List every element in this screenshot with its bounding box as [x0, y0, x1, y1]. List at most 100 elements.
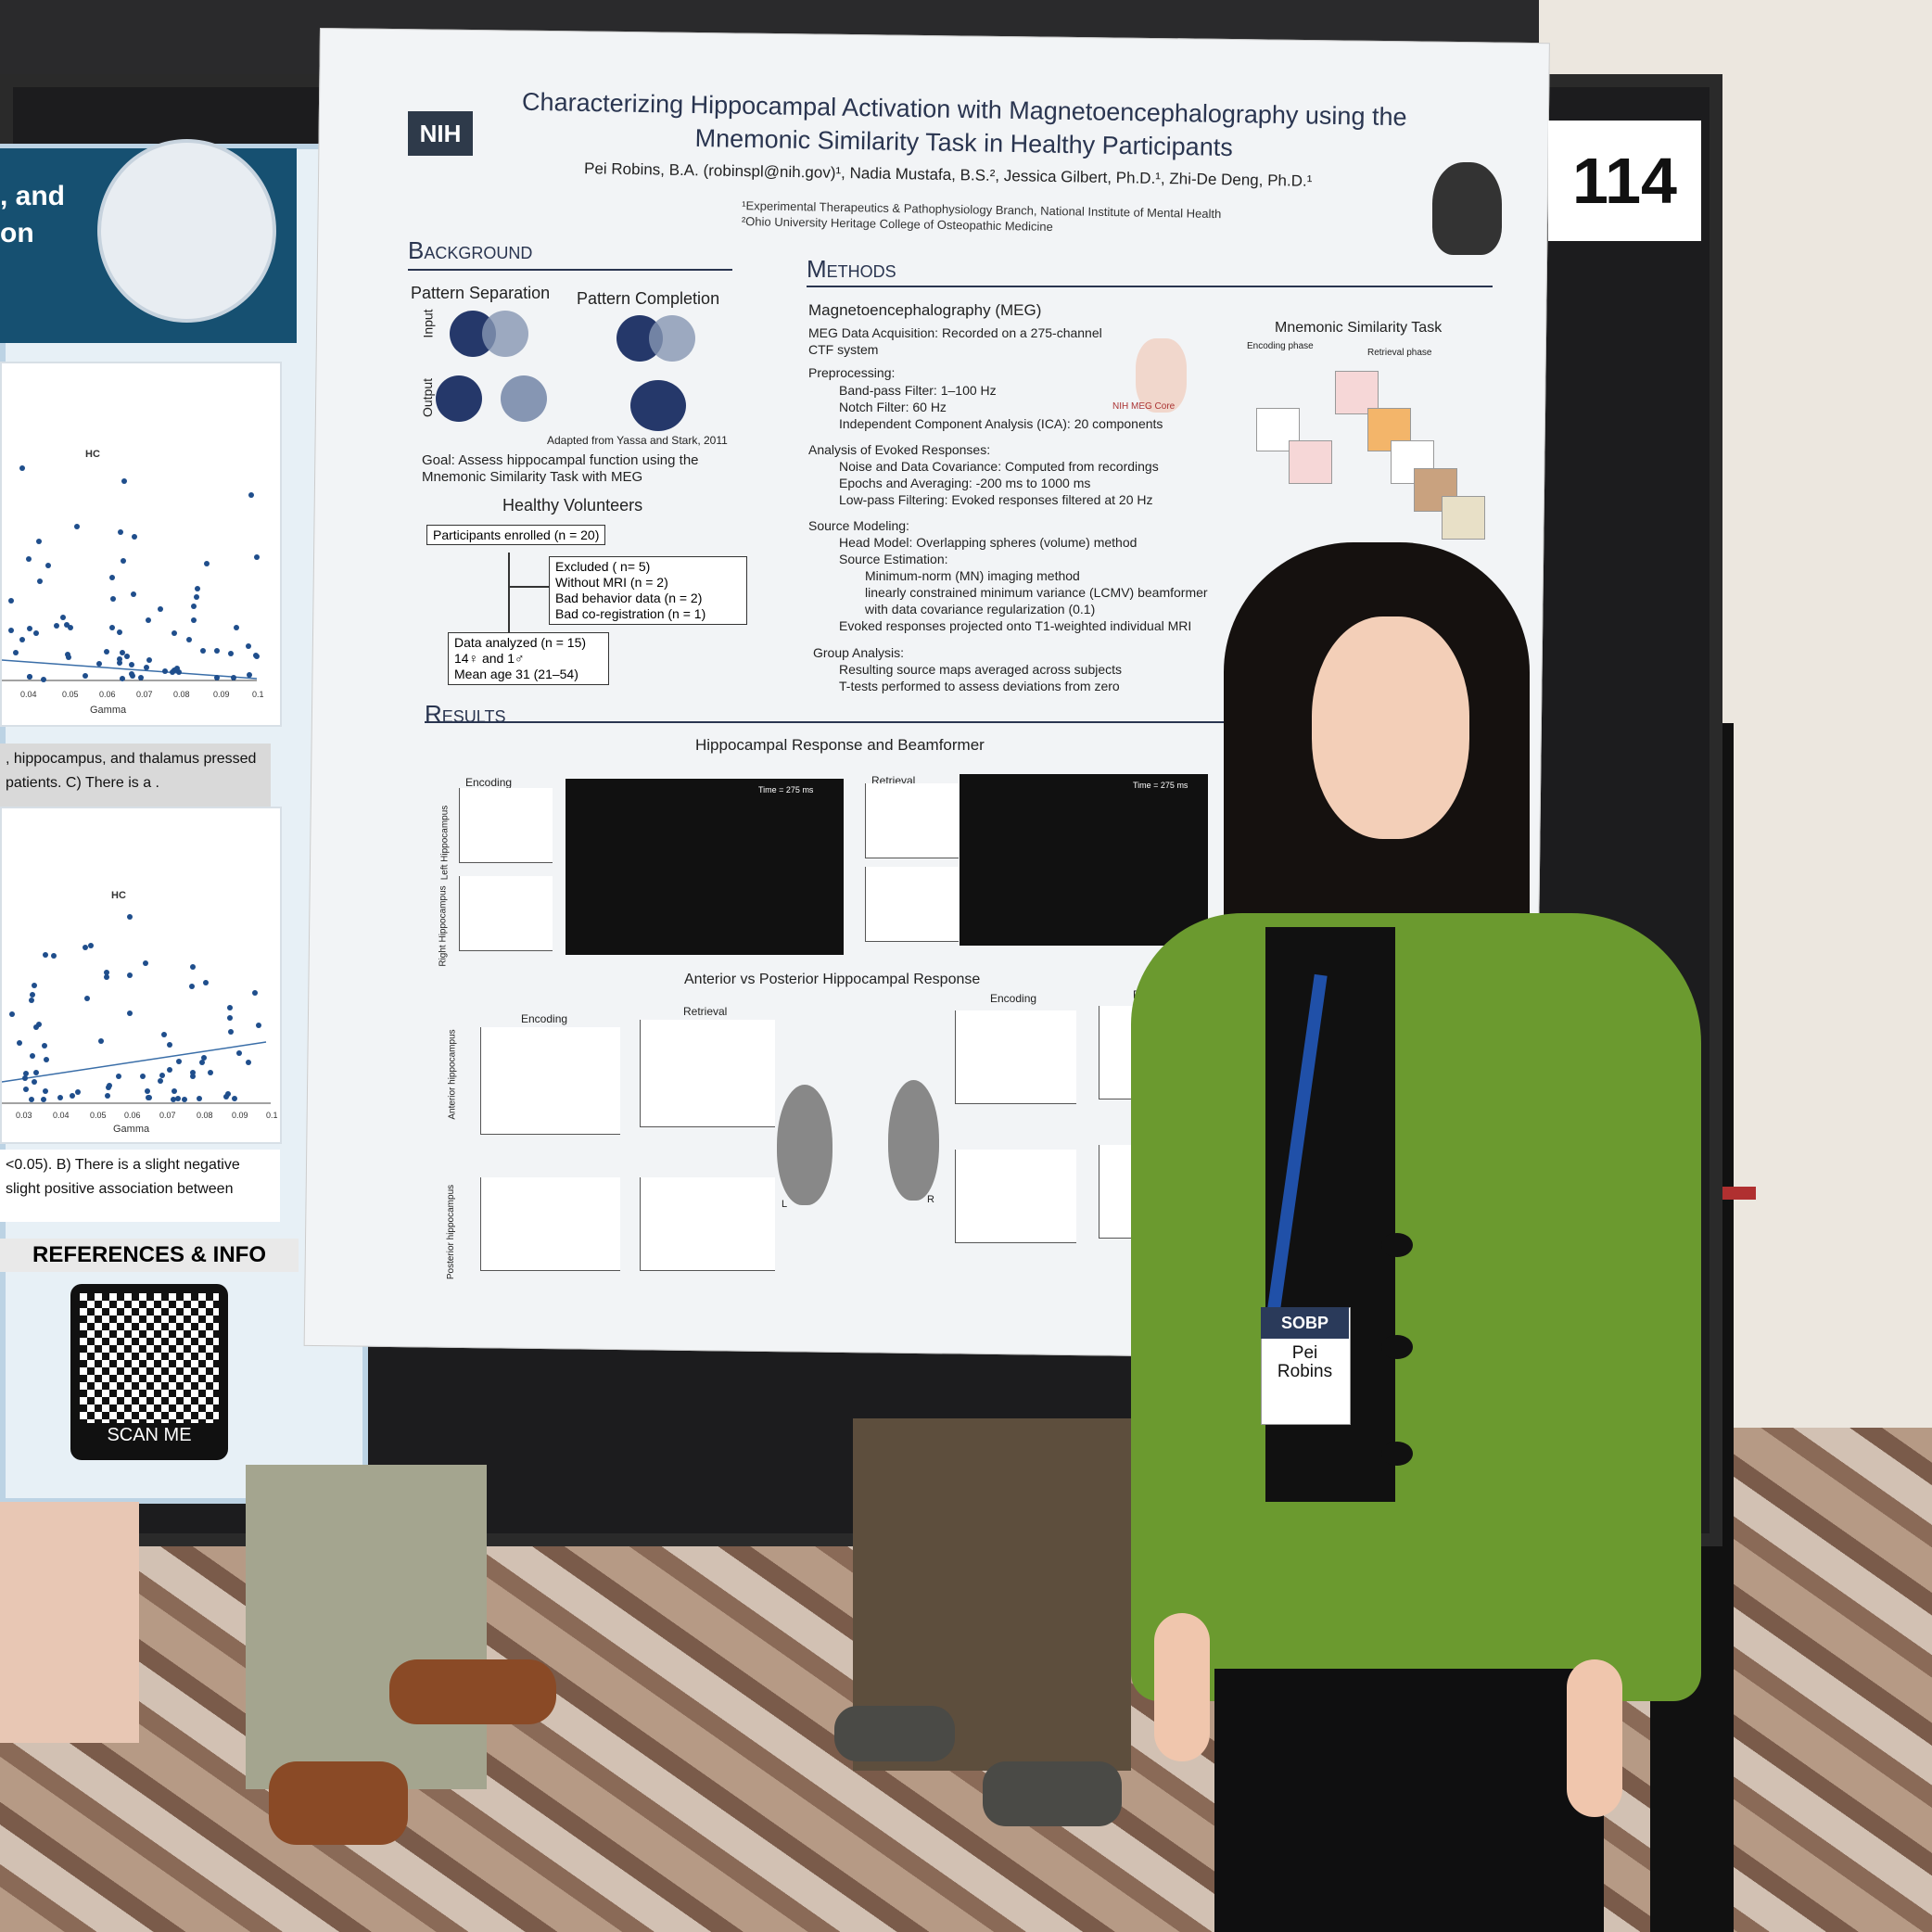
scatter-point	[200, 1055, 207, 1061]
scatter-point	[203, 979, 210, 985]
group-heading: Group Analysis:	[813, 645, 905, 660]
encoding-left-hc-plot	[459, 788, 553, 863]
encoding-time-label: Time = 275 ms	[758, 785, 814, 794]
anterior-axis-label: Anterior hippocampus	[447, 1029, 458, 1120]
source-list: Head Model: Overlapping spheres (volume)…	[839, 535, 1208, 633]
left-poster-title: , and on	[0, 181, 66, 248]
methods-rule	[807, 286, 1493, 287]
gray-shoe	[983, 1761, 1122, 1826]
scatter-point	[236, 1050, 243, 1057]
hhs-seal-logo	[97, 139, 276, 323]
scatter-point	[138, 675, 145, 681]
pattern-completion-label: Pattern Completion	[577, 289, 720, 308]
scatter-point	[182, 1097, 188, 1103]
scatter-point	[143, 960, 149, 966]
meg-core-logo-icon	[1136, 338, 1187, 413]
scatter-point	[107, 1083, 113, 1089]
presenter-face	[1312, 616, 1469, 839]
scatter-point	[64, 622, 70, 629]
scatter-point	[40, 676, 46, 682]
retrieval-right-hc-plot	[865, 867, 959, 942]
scatter-point	[7, 628, 14, 634]
scatter-point	[27, 673, 33, 680]
preprocessing-heading: Preprocessing:	[808, 365, 896, 380]
scatter-point	[41, 1097, 47, 1103]
completion-output	[630, 380, 686, 431]
scatter-point	[232, 1096, 238, 1101]
scatter-point	[193, 594, 199, 601]
evoked-heading: Analysis of Evoked Responses:	[808, 442, 991, 457]
scatter-point	[65, 654, 71, 660]
scatter-point	[103, 970, 109, 976]
scatter-point	[190, 1073, 197, 1079]
scatter-point	[119, 649, 125, 655]
scatter-point	[194, 585, 200, 591]
scatter-point	[57, 1094, 64, 1100]
retrieval-left-hc-plot	[865, 783, 959, 858]
scatter-point	[44, 1057, 50, 1063]
scatter-point	[60, 614, 67, 620]
scatter-point	[33, 630, 40, 637]
piggy-bank-retrieval-image	[1335, 371, 1379, 414]
presenter-green-jacket	[1131, 913, 1701, 1701]
scatter-point	[103, 973, 109, 980]
posterior-axis-label: Posterior hippocampus	[446, 1184, 457, 1280]
scatter-point	[175, 1096, 181, 1102]
badge-org: SOBP	[1261, 1307, 1349, 1339]
encoding-label: Encoding	[465, 776, 513, 789]
scatter-point	[245, 643, 251, 650]
scatter-point	[162, 668, 169, 675]
scatter-point	[109, 574, 116, 580]
scatter-point	[121, 557, 127, 564]
scatter-point	[208, 1070, 214, 1076]
scatter-point	[30, 1053, 36, 1060]
scatter-point	[233, 625, 239, 631]
scatter-point	[44, 562, 51, 568]
figure-credit: Adapted from Yassa and Stark, 2011	[547, 434, 728, 447]
scatter-point	[191, 604, 197, 610]
scatter-point	[170, 669, 176, 676]
encoding-brain-maps	[566, 779, 844, 955]
background-rule	[408, 269, 732, 271]
enrolled-box: Participants enrolled (n = 20)	[426, 525, 606, 545]
retrieval-time-label: Time = 275 ms	[1133, 781, 1188, 790]
badge-name: Pei Robins	[1277, 1343, 1333, 1381]
scatter-point	[83, 672, 89, 679]
presenter-hand	[1567, 1659, 1622, 1817]
output-label: Output	[420, 377, 436, 418]
scatter-point	[140, 1074, 146, 1080]
input-circle-a-prime	[482, 311, 528, 357]
scatter-point	[8, 597, 15, 604]
posterior-encoding-plot	[480, 1177, 620, 1271]
scatter-point	[157, 605, 163, 612]
analyzed-box: Data analyzed (n = 15) 14♀ and 1♂ Mean a…	[448, 632, 609, 685]
right-hemisphere-label: R	[927, 1194, 934, 1205]
qr-code-icon[interactable]	[80, 1293, 219, 1423]
scatter-point	[224, 1091, 231, 1098]
encoding-right-hc-plot	[459, 876, 553, 951]
scatter-point	[228, 1029, 235, 1036]
meg-core-label: NIH MEG Core	[1112, 401, 1176, 412]
meg-heading: Magnetoencephalography (MEG)	[808, 301, 1042, 319]
person-leg	[0, 1502, 139, 1743]
person-khaki-pants	[246, 1465, 487, 1789]
scatter-point	[123, 654, 130, 660]
anterior-encoding-plot	[480, 1027, 620, 1135]
scatter-point	[203, 561, 210, 567]
scatter-point	[214, 648, 221, 655]
brown-shoe	[269, 1761, 408, 1845]
source-heading: Source Modeling:	[808, 518, 909, 533]
scatter-point	[116, 659, 122, 666]
right-hemisphere-brain	[888, 1080, 939, 1201]
pattern-separation-label: Pattern Separation	[411, 284, 551, 302]
scatter-point	[29, 997, 35, 1003]
results-heading: Results	[425, 700, 506, 728]
gray-shoe	[834, 1706, 955, 1761]
scatter-point	[145, 617, 151, 624]
left-hemisphere-label: L	[782, 1199, 788, 1210]
scatter-point	[116, 1073, 122, 1079]
scatter-point	[42, 1043, 48, 1049]
scatter-point	[189, 1069, 196, 1075]
presenter-pants	[1214, 1669, 1604, 1932]
scatter-point	[116, 629, 122, 636]
